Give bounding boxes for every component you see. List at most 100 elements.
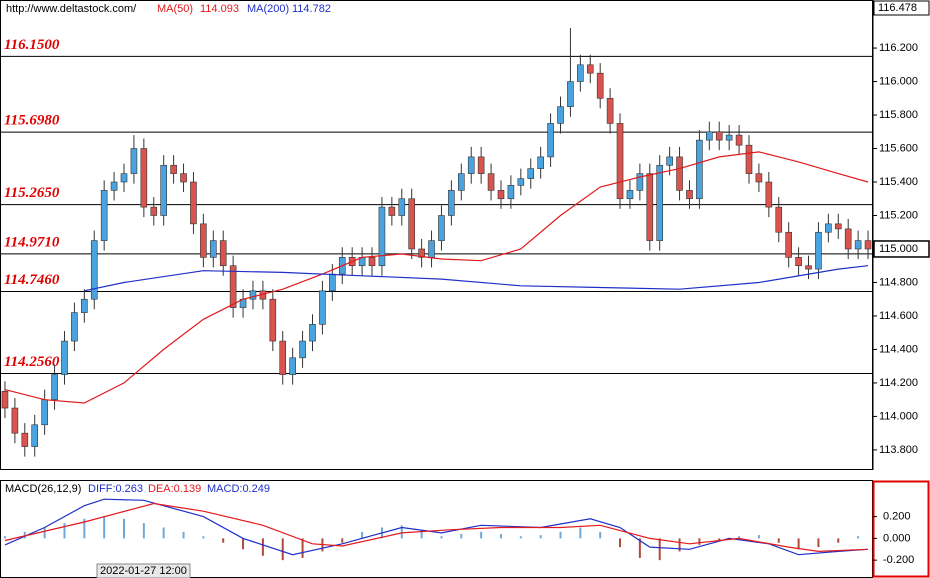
- candle-body: [715, 131, 723, 141]
- candle-body: [130, 148, 138, 174]
- main-frame: [0, 0, 873, 470]
- candle-body: [775, 206, 783, 233]
- ma-line: [84, 265, 869, 292]
- macd-axis-box: [872, 480, 930, 578]
- candle-body: [408, 198, 415, 250]
- candle-body: [656, 164, 664, 241]
- ma50-value: 114.093: [200, 3, 239, 15]
- candle-body: [90, 240, 98, 300]
- candle-body: [567, 81, 574, 107]
- macd-line: [4, 502, 869, 553]
- macd-label: MACD:0.249: [207, 483, 270, 495]
- last-price-box: [873, 240, 930, 258]
- candle-body: [825, 223, 832, 233]
- candle-body: [666, 156, 673, 166]
- level-label: 116.1500: [4, 37, 60, 53]
- candle-body: [319, 290, 326, 325]
- candle-body: [368, 257, 376, 267]
- candle-body: [209, 240, 217, 258]
- macd-frame: [0, 480, 873, 578]
- candle-body: [646, 173, 654, 241]
- candle-body: [110, 181, 118, 191]
- macd-y-tick-label: 0.200: [883, 511, 911, 523]
- candle-body: [190, 181, 197, 225]
- candle-body: [626, 190, 634, 200]
- candle-body: [160, 164, 167, 216]
- candle-body: [71, 312, 78, 342]
- candle-body: [81, 298, 88, 313]
- candle-body: [844, 228, 852, 250]
- candle-body: [418, 248, 425, 258]
- y-tick-label: 114.600: [879, 310, 918, 322]
- y-tick-label: 114.400: [879, 343, 918, 355]
- candle-body: [606, 97, 614, 124]
- candle-body: [100, 190, 108, 241]
- candle-body: [120, 173, 128, 183]
- macd-line: [4, 498, 869, 556]
- candle-body: [864, 240, 872, 250]
- ma-line: [4, 151, 869, 404]
- macd-title: MACD(26,12,9): [5, 483, 81, 495]
- candle-body: [854, 240, 862, 250]
- candle-body: [735, 134, 743, 146]
- candle-body: [676, 156, 683, 191]
- candle-body: [31, 424, 39, 447]
- date-box: [96, 563, 191, 578]
- level-label: 114.2560: [4, 354, 60, 370]
- candle-body: [616, 123, 624, 200]
- candle-body: [765, 181, 773, 208]
- candle-body: [448, 190, 455, 216]
- candle-body: [596, 72, 604, 99]
- candle-body: [477, 156, 485, 174]
- level-label: 115.6980: [4, 113, 60, 129]
- y-tick-label: 113.800: [879, 444, 918, 456]
- ma200-value: 114.782: [292, 3, 331, 15]
- candle-body: [309, 324, 316, 342]
- candle-body: [200, 223, 207, 258]
- candle-body: [557, 106, 564, 124]
- dea-label: DEA:0.139: [148, 483, 201, 495]
- last-price: 115.000: [879, 243, 918, 255]
- macd-y-tick-label: -0.200: [883, 554, 914, 566]
- candle-body: [755, 173, 763, 183]
- candle-body: [170, 164, 177, 174]
- date-label: 2022-01-27 12:00: [100, 565, 187, 577]
- candle-body: [41, 399, 48, 426]
- candle-body: [745, 144, 753, 174]
- candle-body: [547, 123, 554, 158]
- candle-body: [636, 173, 644, 191]
- y-tick-label: 114.000: [879, 410, 918, 422]
- candle-body: [507, 185, 515, 200]
- top-price: 116.478: [878, 2, 917, 14]
- candle-body: [537, 156, 544, 169]
- candle-body: [279, 340, 287, 375]
- candle-body: [51, 374, 58, 400]
- candle-body: [577, 64, 584, 82]
- candle-body: [706, 131, 713, 141]
- source-url: http://www.deltastock.com/: [6, 3, 137, 15]
- candle-body: [527, 168, 535, 179]
- candle-body: [497, 190, 505, 200]
- candle-body: [815, 231, 822, 270]
- candle-body: [388, 206, 396, 216]
- ma200-name: MA(200): [247, 3, 289, 15]
- candle-body: [329, 273, 336, 292]
- candle-body: [219, 240, 227, 267]
- top-price-box: [873, 0, 930, 16]
- candle-body: [586, 64, 594, 74]
- level-label: 114.9710: [4, 234, 60, 250]
- diff-label: DIFF:0.263: [88, 483, 143, 495]
- y-tick-label: 116.200: [879, 42, 918, 54]
- candle-body: [686, 190, 693, 200]
- candle-body: [180, 173, 187, 183]
- y-tick-label: 115.400: [879, 176, 918, 188]
- y-tick-label: 115.800: [879, 109, 918, 121]
- candle-body: [11, 407, 19, 434]
- candle-body: [438, 215, 445, 241]
- macd-y-tick-label: 0.000: [883, 532, 911, 544]
- level-label: 115.2650: [4, 185, 60, 201]
- y-tick-label: 114.200: [879, 377, 918, 389]
- candle-body: [428, 240, 435, 258]
- candle-body: [150, 206, 158, 216]
- y-tick-label: 115.600: [879, 142, 918, 154]
